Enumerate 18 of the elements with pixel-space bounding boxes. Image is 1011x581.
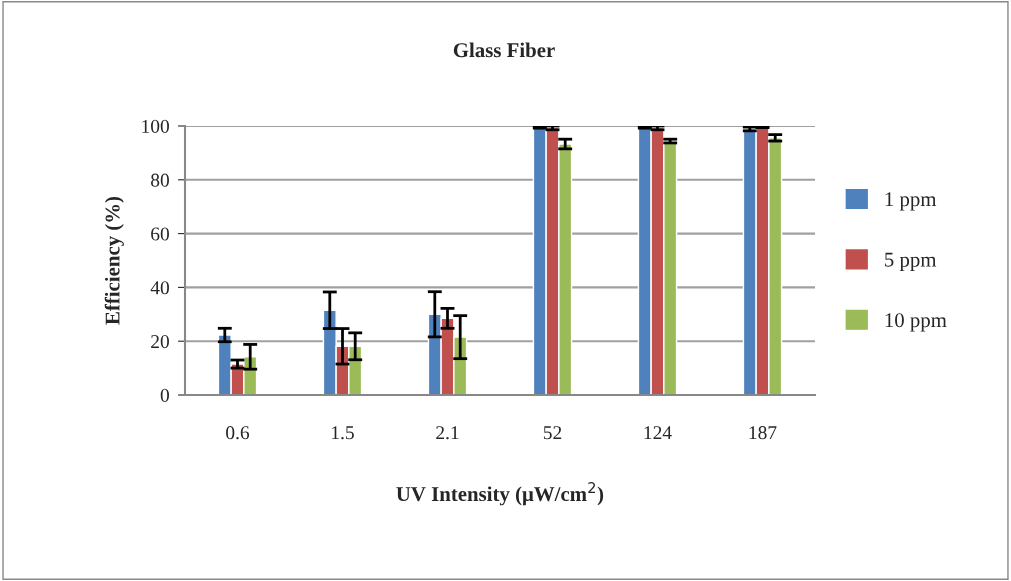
legend-label: 10 ppm: [885, 313, 947, 332]
y-tick-label: 0: [160, 388, 169, 402]
x-tick-label: 0.6: [226, 426, 250, 440]
legend-label: 5 ppm: [885, 252, 937, 271]
legend-label: 1 ppm: [885, 192, 937, 211]
x-axis-title: UV Intensity (μW/cm$^{2}$): [396, 482, 604, 506]
x-tick-label: 2.1: [436, 426, 459, 440]
y-tick-label: 40: [150, 281, 169, 295]
x-tick-label: 1.5: [332, 426, 354, 440]
x-tick-label: 187: [749, 426, 777, 440]
x-tick-label: 124: [644, 426, 672, 440]
y-tick-label: 20: [151, 335, 169, 349]
y-axis-title: Efficiency (%): [104, 196, 124, 325]
x-tick-label: 52: [543, 426, 562, 440]
chart-title: Glass Fiber: [453, 42, 555, 58]
y-tick-label: 80: [151, 173, 169, 187]
y-tick-label: 60: [151, 227, 169, 241]
y-tick-label: 100: [142, 119, 169, 133]
